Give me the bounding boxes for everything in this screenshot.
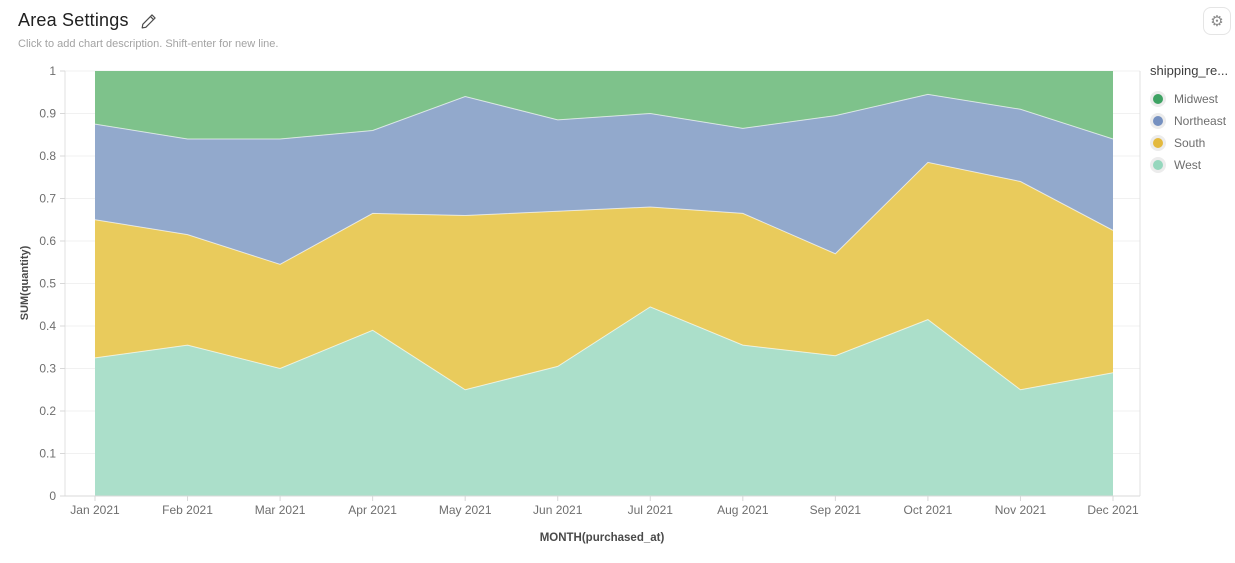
legend-dot-icon	[1153, 94, 1163, 104]
legend-dot-icon	[1153, 116, 1163, 126]
series-boundary-line	[94, 93, 1114, 140]
y-tick-label: 0.4	[39, 319, 56, 333]
legend-item-midwest[interactable]: Midwest	[1150, 88, 1228, 110]
x-tick-label: Nov 2021	[995, 503, 1047, 517]
x-tick-label: May 2021	[439, 503, 492, 517]
x-tick-label: Jan 2021	[70, 503, 120, 517]
legend-item-label: West	[1174, 158, 1202, 172]
y-tick-label: 0.8	[39, 149, 56, 163]
legend-item-west[interactable]: West	[1150, 154, 1228, 176]
x-tick-label: Jun 2021	[533, 503, 583, 517]
x-tick-label: Sep 2021	[810, 503, 862, 517]
y-tick-label: 0.5	[39, 277, 56, 291]
settings-button[interactable]: ⚙	[1203, 7, 1231, 35]
legend-title: shipping_re...	[1150, 63, 1229, 78]
chart-title[interactable]: Area Settings	[18, 10, 129, 30]
series-boundary-line	[94, 161, 1114, 265]
y-axis-title: SUM(quantity)	[19, 245, 31, 321]
area-series-midwest[interactable]	[95, 71, 1113, 139]
chart-description-placeholder[interactable]: Click to add chart description. Shift-en…	[18, 38, 279, 50]
x-tick-label: Aug 2021	[717, 503, 769, 517]
legend-dot-icon	[1153, 138, 1163, 148]
edit-title-pencil-icon[interactable]	[141, 13, 157, 29]
legend-item-label: South	[1174, 136, 1206, 150]
area-series-south[interactable]	[95, 162, 1113, 390]
legend-item-south[interactable]: South	[1150, 132, 1228, 154]
legend-item-northeast[interactable]: Northeast	[1150, 110, 1228, 132]
legend-item-label: Midwest	[1174, 92, 1219, 106]
x-tick-label: Dec 2021	[1087, 503, 1139, 517]
legend-dot-icon	[1153, 160, 1163, 170]
y-tick-label: 0	[49, 489, 56, 503]
series-boundary-line	[94, 306, 1114, 391]
area-series-west[interactable]	[95, 306, 1113, 496]
chart-title-row: Area Settings	[18, 10, 278, 31]
y-tick-label: 0.1	[39, 447, 56, 461]
gear-icon: ⚙	[1210, 12, 1224, 30]
y-tick-label: 0.3	[39, 362, 56, 376]
y-tick-label: 0.2	[39, 404, 56, 418]
legend-item-label: Northeast	[1174, 114, 1227, 128]
x-axis-title: MONTH(purchased_at)	[539, 532, 665, 544]
y-tick-label: 1	[49, 64, 56, 78]
y-tick-label: 0.6	[39, 234, 56, 248]
x-tick-label: Mar 2021	[255, 503, 306, 517]
x-tick-label: Oct 2021	[904, 503, 953, 517]
x-tick-label: Feb 2021	[162, 503, 213, 517]
y-tick-label: 0.7	[39, 192, 56, 206]
x-tick-label: Jul 2021	[628, 503, 674, 517]
y-tick-label: 0.9	[39, 107, 56, 121]
legend-items: Midwest Northeast South West	[1150, 88, 1228, 176]
area-series-northeast[interactable]	[95, 94, 1113, 265]
chart-header: Area Settings Click to add chart descrip…	[18, 10, 278, 50]
legend: shipping_re... Midwest Northeast South West	[1150, 63, 1228, 176]
x-tick-label: Apr 2021	[348, 503, 397, 517]
